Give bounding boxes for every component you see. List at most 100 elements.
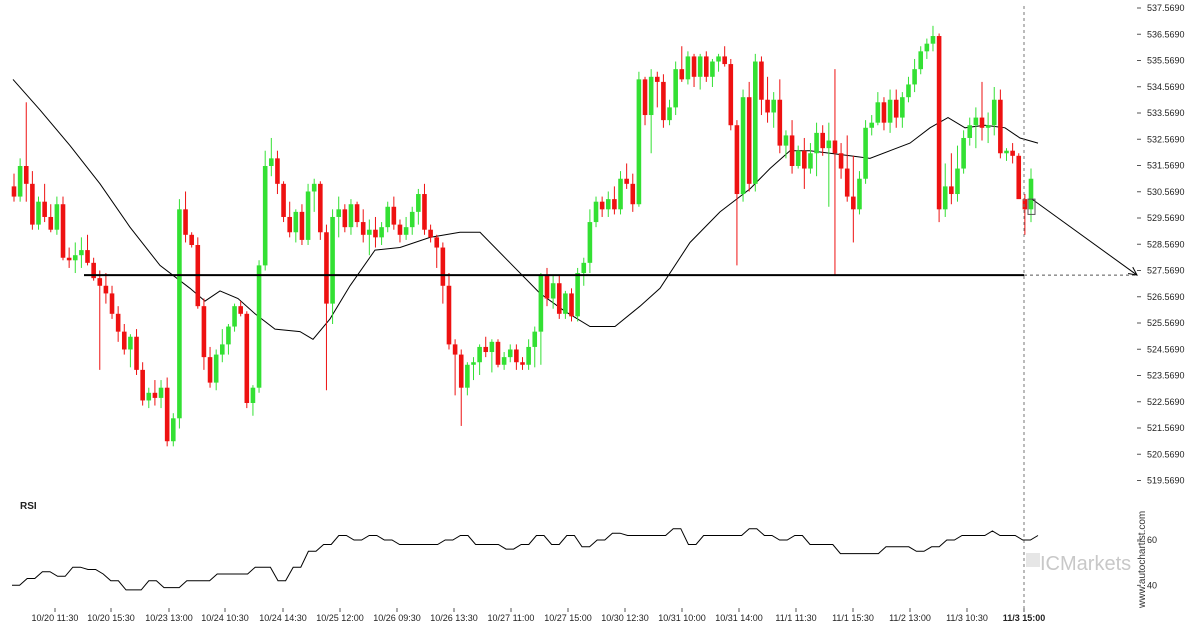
candle-body: [697, 56, 703, 77]
candle-body: [115, 313, 121, 332]
candle: [158, 380, 164, 409]
candle: [244, 311, 250, 409]
candle: [299, 204, 305, 245]
candle-body: [722, 56, 727, 65]
date-tick-label: 10/23 13:00: [145, 613, 193, 623]
candle-body: [342, 209, 348, 228]
price-tick-label: 531.5690: [1147, 161, 1185, 171]
candle: [128, 334, 133, 368]
candle-body: [391, 206, 397, 225]
price-tick-label: 537.5690: [1147, 3, 1185, 13]
candle: [318, 181, 323, 240]
candle: [403, 216, 409, 240]
candle: [569, 288, 574, 322]
candle-body: [409, 211, 415, 228]
autochartist-url: www.autochartist.com: [1137, 511, 1148, 609]
candle: [593, 196, 599, 228]
candle: [642, 76, 648, 126]
candle: [471, 357, 476, 381]
candle: [716, 53, 721, 72]
candle-body: [783, 135, 789, 146]
candle: [134, 329, 139, 375]
candle: [293, 209, 299, 243]
candle-body: [189, 234, 194, 245]
candle: [863, 120, 868, 184]
candle-body: [740, 97, 746, 195]
candle-body: [262, 166, 268, 266]
candle: [538, 273, 544, 365]
candle-body: [23, 166, 29, 184]
candle-body: [955, 168, 960, 195]
candle: [311, 178, 317, 212]
candle-body: [820, 132, 825, 149]
candle: [373, 216, 378, 248]
candle: [636, 71, 642, 207]
rsi-tick-label: 60: [1147, 535, 1157, 545]
candle: [330, 209, 335, 324]
candle-body: [42, 201, 47, 217]
candle-body: [452, 344, 458, 355]
rsi-line: [12, 528, 1039, 591]
candle: [753, 53, 758, 192]
candle-body: [728, 64, 734, 126]
candle: [967, 117, 973, 146]
candle: [495, 339, 501, 368]
date-tick-label: 10/30 12:30: [601, 613, 649, 623]
candle: [893, 89, 899, 128]
candle: [91, 257, 96, 281]
candle-body: [311, 183, 317, 192]
candle-body: [575, 273, 580, 317]
candle-body: [936, 36, 942, 210]
candle: [985, 112, 991, 144]
candle: [170, 413, 176, 447]
candle-body: [826, 140, 832, 149]
candle: [808, 143, 813, 174]
candle: [348, 199, 354, 235]
candle: [563, 290, 568, 319]
candle: [140, 362, 145, 406]
candle-body: [244, 313, 250, 403]
candle: [802, 137, 807, 189]
candle-body: [912, 69, 917, 85]
candle-body: [789, 135, 795, 166]
candle: [961, 130, 966, 174]
candle-body: [170, 418, 176, 442]
forecast-arrow-head: [1128, 266, 1138, 276]
candle: [121, 324, 127, 355]
candle-body: [624, 178, 629, 184]
candle-body: [985, 125, 991, 128]
candle: [612, 186, 617, 215]
candle-body: [765, 99, 770, 113]
candle: [691, 53, 697, 87]
candle: [207, 346, 213, 388]
candle-body: [838, 153, 844, 169]
candle-body: [54, 204, 60, 230]
candle: [740, 89, 746, 202]
candle: [587, 209, 593, 274]
candle-body: [507, 349, 513, 358]
price-tick-label: 522.5690: [1147, 397, 1185, 407]
candle: [648, 69, 654, 154]
candle: [679, 46, 685, 82]
candle: [256, 260, 262, 393]
candle: [220, 329, 225, 363]
candle: [379, 222, 384, 245]
candle-body: [710, 61, 715, 77]
candle: [458, 349, 464, 426]
date-tick-label: 11/1 15:30: [832, 613, 874, 623]
rsi-panel: RSI 60 40: [12, 501, 1157, 591]
candle-body: [91, 262, 96, 279]
candle: [54, 196, 60, 235]
candle: [409, 206, 415, 235]
price-tick-label: 520.5690: [1147, 449, 1185, 459]
candle-body: [544, 275, 550, 299]
candle: [397, 219, 403, 243]
candle-body: [293, 211, 299, 233]
candle: [918, 46, 924, 75]
candle-body: [354, 204, 360, 223]
candle-body: [348, 204, 354, 228]
candle: [489, 339, 495, 373]
candle-body: [967, 125, 973, 138]
candle: [869, 115, 875, 136]
candle: [72, 242, 78, 274]
